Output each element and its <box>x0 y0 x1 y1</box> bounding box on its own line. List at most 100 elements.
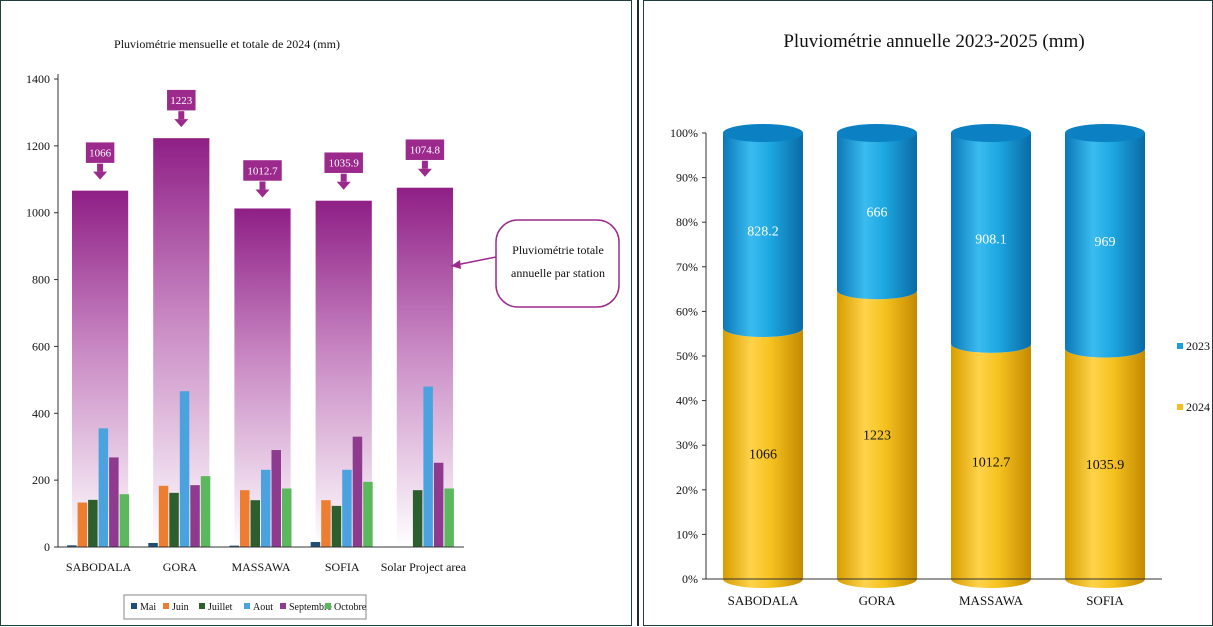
total-callout-stem <box>97 163 104 172</box>
monthly-bar <box>148 542 158 547</box>
annotation-box <box>495 219 620 308</box>
value-label-2024: 1012.7 <box>972 455 1011 470</box>
y-tick-label: 80% <box>676 215 698 229</box>
monthly-bar <box>77 502 88 547</box>
cylinder-top <box>1065 124 1145 142</box>
cylinder-segment-2023 <box>951 133 1031 353</box>
total-callout-arrow <box>174 119 189 128</box>
monthly-bar <box>88 499 98 547</box>
legend-label: Mai <box>140 602 156 613</box>
cylinder-segment-2024 <box>837 290 917 588</box>
monthly-bar <box>412 490 423 547</box>
cylinder-segment-2024 <box>951 343 1031 588</box>
total-callout-stem <box>421 160 428 169</box>
monthly-rainfall-chart-panel: Pluviométrie mensuelle et totale de 2024… <box>0 0 632 626</box>
total-value-label: 1012.7 <box>247 165 278 177</box>
y-tick-label: 200 <box>32 473 50 487</box>
y-tick-label: 400 <box>32 406 50 420</box>
category-label: MASSAWA <box>231 560 290 574</box>
value-label-2023: 908.1 <box>975 232 1007 247</box>
value-label-2024: 1066 <box>749 448 777 463</box>
category-label: SOFIA <box>1086 593 1124 608</box>
monthly-bar <box>200 476 211 547</box>
legend-swatch <box>325 603 331 609</box>
legend-swatch <box>244 603 250 609</box>
legend-swatch <box>131 603 137 609</box>
cylinder-top <box>837 124 917 142</box>
monthly-bar <box>444 488 454 547</box>
monthly-bar <box>240 490 250 547</box>
y-tick-label: 0 <box>44 540 50 554</box>
legend-swatch <box>1177 343 1183 349</box>
cylinder-top <box>723 124 803 142</box>
cylinder-segment-2024 <box>1065 348 1145 588</box>
value-label-2023: 828.2 <box>747 225 779 240</box>
total-callout-arrow <box>255 189 270 198</box>
monthly-bar <box>190 485 200 547</box>
monthly-bar <box>109 457 119 547</box>
legend-label: 2023 <box>1186 339 1210 353</box>
category-label: SOFIA <box>325 560 360 574</box>
legend-label: Juillet <box>208 602 233 613</box>
right-chart-title: Pluviométrie annuelle 2023-2025 (mm) <box>783 31 1084 52</box>
monthly-bar <box>250 500 260 547</box>
legend-swatch <box>1177 404 1183 410</box>
category-label: Solar Project area <box>381 560 467 574</box>
cylinder-segment-2024 <box>723 328 803 588</box>
category-label: SABODALA <box>66 560 132 574</box>
category-label: MASSAWA <box>959 593 1024 608</box>
monthly-bar <box>433 462 444 547</box>
legend-label: Juin <box>172 602 189 613</box>
total-callout-stem <box>178 111 185 120</box>
y-tick-label: 40% <box>676 394 698 408</box>
value-label-2024: 1035.9 <box>1086 458 1125 473</box>
annual-rainfall-chart: Pluviométrie annuelle 2023-2025 (mm) 0% 10… <box>670 31 1210 608</box>
monthly-bar <box>261 469 271 547</box>
total-callout-stem <box>340 173 347 182</box>
monthly-bar <box>179 391 190 547</box>
y-tick-label: 20% <box>676 483 698 497</box>
monthly-rainfall-chart: Pluviométrie mensuelle et totale de 2024… <box>26 37 620 620</box>
monthly-bar <box>342 469 352 547</box>
category-label: GORA <box>163 560 197 574</box>
y-tick-label: 600 <box>32 339 50 353</box>
total-callout-stem <box>259 181 266 190</box>
monthly-bar <box>423 386 433 547</box>
monthly-bar <box>321 500 331 547</box>
monthly-bar <box>169 492 179 547</box>
cylinder-segment-2023 <box>837 133 917 300</box>
panel-divider <box>637 0 639 626</box>
monthly-bar <box>119 494 130 547</box>
legend-swatch <box>163 603 169 609</box>
total-callout-arrow <box>93 171 108 180</box>
total-value-label: 1074.8 <box>410 145 441 157</box>
y-tick-label: 1400 <box>26 72 50 86</box>
category-label: SABODALA <box>728 593 799 608</box>
y-tick-label: 1000 <box>26 206 50 220</box>
legend-label: Aout <box>253 602 273 613</box>
annotation-line-1: Pluviométrie totale <box>512 243 604 257</box>
legend-label: 2024 <box>1186 400 1210 414</box>
annotation-line-2: annuelle par station <box>511 266 605 280</box>
y-tick-label: 90% <box>676 171 698 185</box>
y-tick-label: 100% <box>670 126 698 140</box>
y-tick-label: 60% <box>676 304 698 318</box>
y-tick-label: 800 <box>32 273 50 287</box>
cylinder-segment-2023 <box>1065 133 1145 358</box>
monthly-bar <box>67 545 77 547</box>
cylinder-segment-2023 <box>723 133 803 338</box>
legend-label: Octobre <box>334 602 367 613</box>
y-tick-label: 1200 <box>26 139 50 153</box>
total-value-label: 1066 <box>89 148 112 160</box>
monthly-bar <box>331 505 342 547</box>
total-value-label: 1223 <box>170 95 193 107</box>
monthly-bar <box>352 436 363 547</box>
y-tick-label: 30% <box>676 438 698 452</box>
y-tick-label: 70% <box>676 260 698 274</box>
value-label-2023: 969 <box>1095 235 1116 250</box>
category-label: GORA <box>859 593 896 608</box>
total-callout-arrow <box>417 168 432 177</box>
legend-swatch <box>199 603 205 609</box>
total-value-label: 1035.9 <box>329 158 360 170</box>
y-tick-label: 0% <box>682 572 698 586</box>
